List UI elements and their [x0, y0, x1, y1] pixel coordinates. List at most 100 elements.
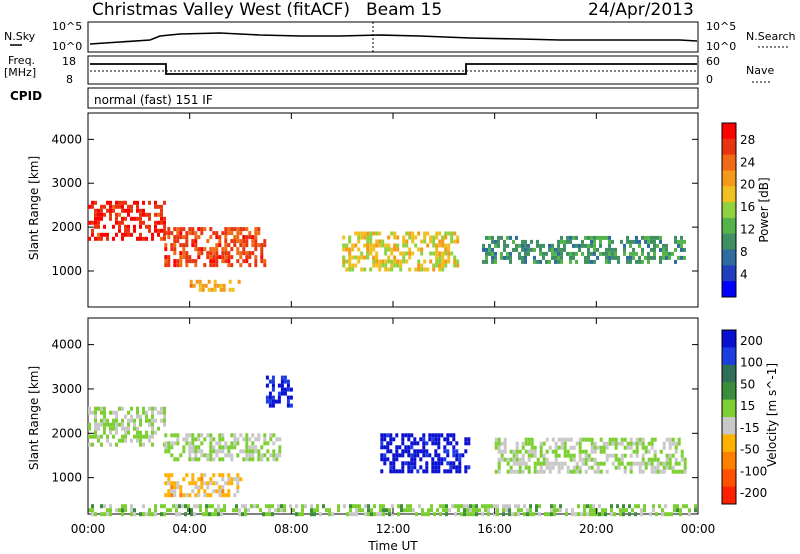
velocity-cell	[620, 457, 624, 462]
velocity-cell	[596, 465, 600, 470]
velocity-cell	[151, 422, 154, 427]
velocity-cell	[674, 457, 678, 462]
power-cell	[402, 243, 406, 248]
power-cell	[213, 287, 217, 292]
power-ytick-label: 2000	[51, 220, 82, 234]
velocity-cell	[94, 410, 97, 415]
power-cell	[396, 247, 400, 252]
power-cell	[219, 287, 223, 292]
power-cell	[224, 239, 228, 244]
power-cell	[533, 247, 536, 252]
velocity-cell	[650, 461, 654, 466]
velocity-cell	[97, 406, 100, 411]
velocity-cell	[602, 445, 606, 450]
velocity-cell	[583, 508, 586, 513]
velocity-cell	[581, 461, 585, 466]
velocity-cell	[644, 465, 648, 470]
velocity-cell	[212, 437, 216, 442]
power-cell	[539, 259, 542, 264]
power-cell	[378, 267, 382, 272]
power-cell	[115, 220, 118, 225]
velocity-cell	[455, 441, 459, 446]
velocity-cell	[512, 453, 516, 458]
power-cell	[173, 239, 177, 244]
velocity-cell	[554, 449, 558, 454]
velocity-cell	[124, 508, 127, 513]
power-colorbar-tick: 20	[740, 178, 755, 192]
velocity-cell	[103, 418, 106, 423]
velocity-cell	[194, 493, 198, 498]
power-cell	[569, 235, 572, 240]
velocity-cell	[209, 453, 213, 458]
power-cell	[408, 247, 412, 252]
velocity-cell	[184, 504, 187, 509]
power-cell	[197, 255, 201, 260]
velocity-cell	[505, 508, 508, 513]
velocity-cell	[205, 508, 208, 513]
velocity-cell	[185, 473, 189, 478]
velocity-cell	[670, 512, 673, 517]
velocity-cell	[227, 489, 231, 494]
velocity-cell	[635, 453, 639, 458]
velocity-cell	[176, 481, 180, 486]
power-cell	[375, 251, 379, 256]
velocity-cell	[331, 512, 334, 517]
velocity-cell	[112, 426, 115, 431]
power-cell	[432, 251, 436, 256]
power-cell	[242, 239, 246, 244]
velocity-cell	[301, 512, 304, 517]
power-cell	[444, 247, 448, 252]
velocity-cell	[679, 508, 682, 513]
power-cell	[665, 255, 668, 260]
power-cell	[163, 220, 166, 225]
velocity-cell	[224, 453, 228, 458]
power-cell	[683, 239, 686, 244]
velocity-cell	[190, 508, 193, 513]
power-cell	[100, 208, 103, 213]
velocity-cell	[283, 387, 287, 392]
power-cell	[351, 255, 355, 260]
velocity-cell	[260, 445, 264, 450]
velocity-cell	[176, 433, 180, 438]
power-cell	[557, 243, 560, 248]
power-cell	[363, 231, 367, 236]
power-cell	[121, 232, 124, 237]
velocity-cell	[449, 441, 453, 446]
velocity-cell	[163, 414, 166, 419]
power-cell	[617, 255, 620, 260]
power-cell	[201, 283, 205, 288]
power-cell	[369, 251, 373, 256]
power-cell	[608, 239, 611, 244]
velocity-cell	[452, 465, 456, 470]
velocity-cell	[430, 504, 433, 509]
power-cell	[139, 212, 142, 217]
power-cell	[179, 259, 183, 264]
velocity-cell	[431, 461, 435, 466]
velocity-cell	[406, 508, 409, 513]
velocity-cell	[437, 453, 441, 458]
velocity-cell	[434, 433, 438, 438]
velocity-cell	[221, 449, 225, 454]
power-cell	[602, 251, 605, 256]
power-cell	[197, 227, 201, 232]
power-cell	[227, 227, 231, 232]
power-cell	[668, 251, 671, 256]
velocity-cell	[88, 426, 91, 431]
power-cell	[665, 243, 668, 248]
velocity-cell	[121, 504, 124, 509]
velocity-cell	[142, 442, 145, 447]
velocity-cell	[251, 433, 255, 438]
power-cell	[357, 247, 361, 252]
velocity-cell	[583, 504, 586, 509]
power-cell	[216, 283, 220, 288]
velocity-cell	[601, 512, 604, 517]
velocity-colorbar-segment	[722, 347, 736, 366]
cpid-value: normal (fast) 151 IF	[94, 93, 213, 107]
power-cell	[396, 243, 400, 248]
power-cell	[629, 239, 632, 244]
power-cell	[485, 259, 488, 264]
velocity-cell	[425, 469, 429, 474]
velocity-cell	[614, 441, 618, 446]
